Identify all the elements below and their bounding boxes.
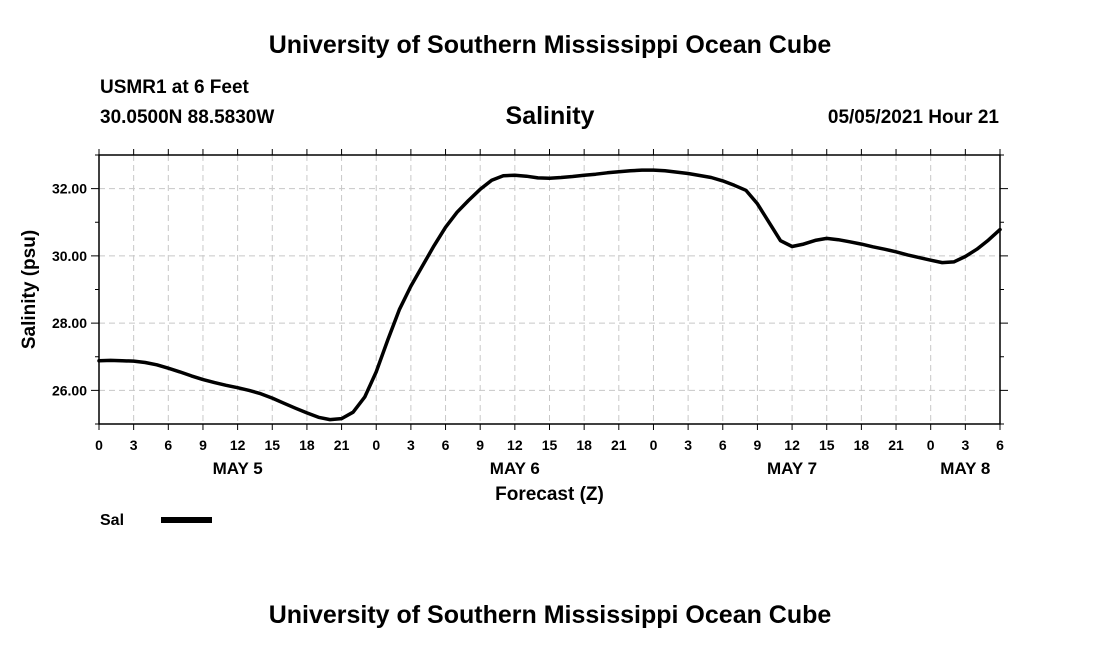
x-tick-label: 12: [230, 437, 246, 453]
x-tick-label: 0: [927, 437, 935, 453]
day-label: MAY 5: [213, 459, 263, 478]
x-tick-label: 21: [888, 437, 904, 453]
legend-label: Sal: [100, 512, 124, 529]
forecast-datetime: 05/05/2021 Hour 21: [827, 107, 999, 128]
station-label: USMR1 at 6 Feet: [100, 77, 249, 98]
x-tick-label: 12: [784, 437, 800, 453]
day-label: MAY 7: [767, 459, 817, 478]
x-tick-label: 9: [476, 437, 484, 453]
y-axis-ticks: 26.00 28.00 30.00 32.00: [52, 154, 1008, 425]
y-tick-label: 26.00: [52, 382, 87, 398]
x-tick-label: 18: [576, 437, 592, 453]
x-tick-label: 6: [719, 437, 727, 453]
variable-title: Salinity: [505, 102, 595, 130]
x-tick-label: 21: [611, 437, 627, 453]
x-tick-label: 6: [996, 437, 1004, 453]
x-tick-label: 21: [334, 437, 350, 453]
x-tick-label: 9: [754, 437, 762, 453]
y-tick-label: 30.00: [52, 248, 87, 264]
x-tick-label: 3: [684, 437, 692, 453]
x-tick-label: 18: [854, 437, 870, 453]
x-tick-label: 3: [407, 437, 415, 453]
x-tick-label: 15: [264, 437, 280, 453]
salinity-series-line: [97, 168, 1002, 422]
x-axis-label: Forecast (Z): [495, 484, 604, 505]
x-tick-label: 0: [372, 437, 380, 453]
x-tick-label: 6: [164, 437, 172, 453]
x-tick-label: 0: [95, 437, 103, 453]
y-tick-label: 28.00: [52, 315, 87, 331]
day-label: MAY 8: [940, 459, 990, 478]
x-tick-label: 3: [961, 437, 969, 453]
grid-lines: [99, 155, 1000, 424]
x-tick-label: 12: [507, 437, 523, 453]
x-tick-label: 0: [650, 437, 658, 453]
station-coordinates: 30.0500N 88.5830W: [100, 107, 275, 128]
y-tick-label: 32.00: [52, 181, 87, 197]
y-axis-label: Salinity (psu): [19, 230, 40, 349]
x-tick-label: 15: [542, 437, 558, 453]
x-tick-label: 6: [442, 437, 450, 453]
chart-title: University of Southern Mississippi Ocean…: [268, 31, 832, 59]
day-label: MAY 6: [490, 459, 540, 478]
x-tick-label: 3: [130, 437, 138, 453]
x-tick-label: 9: [199, 437, 207, 453]
x-axis-ticks: 0 3 6 9 12 15 18 21 0 3 6 9 12 15 18 21 0 3 6 9 12 15 18 21 0 3 6M…: [95, 149, 1004, 478]
x-tick-label: 18: [299, 437, 315, 453]
x-tick-label: 15: [819, 437, 835, 453]
footer-title: University of Southern Mississippi Ocean…: [268, 601, 832, 629]
